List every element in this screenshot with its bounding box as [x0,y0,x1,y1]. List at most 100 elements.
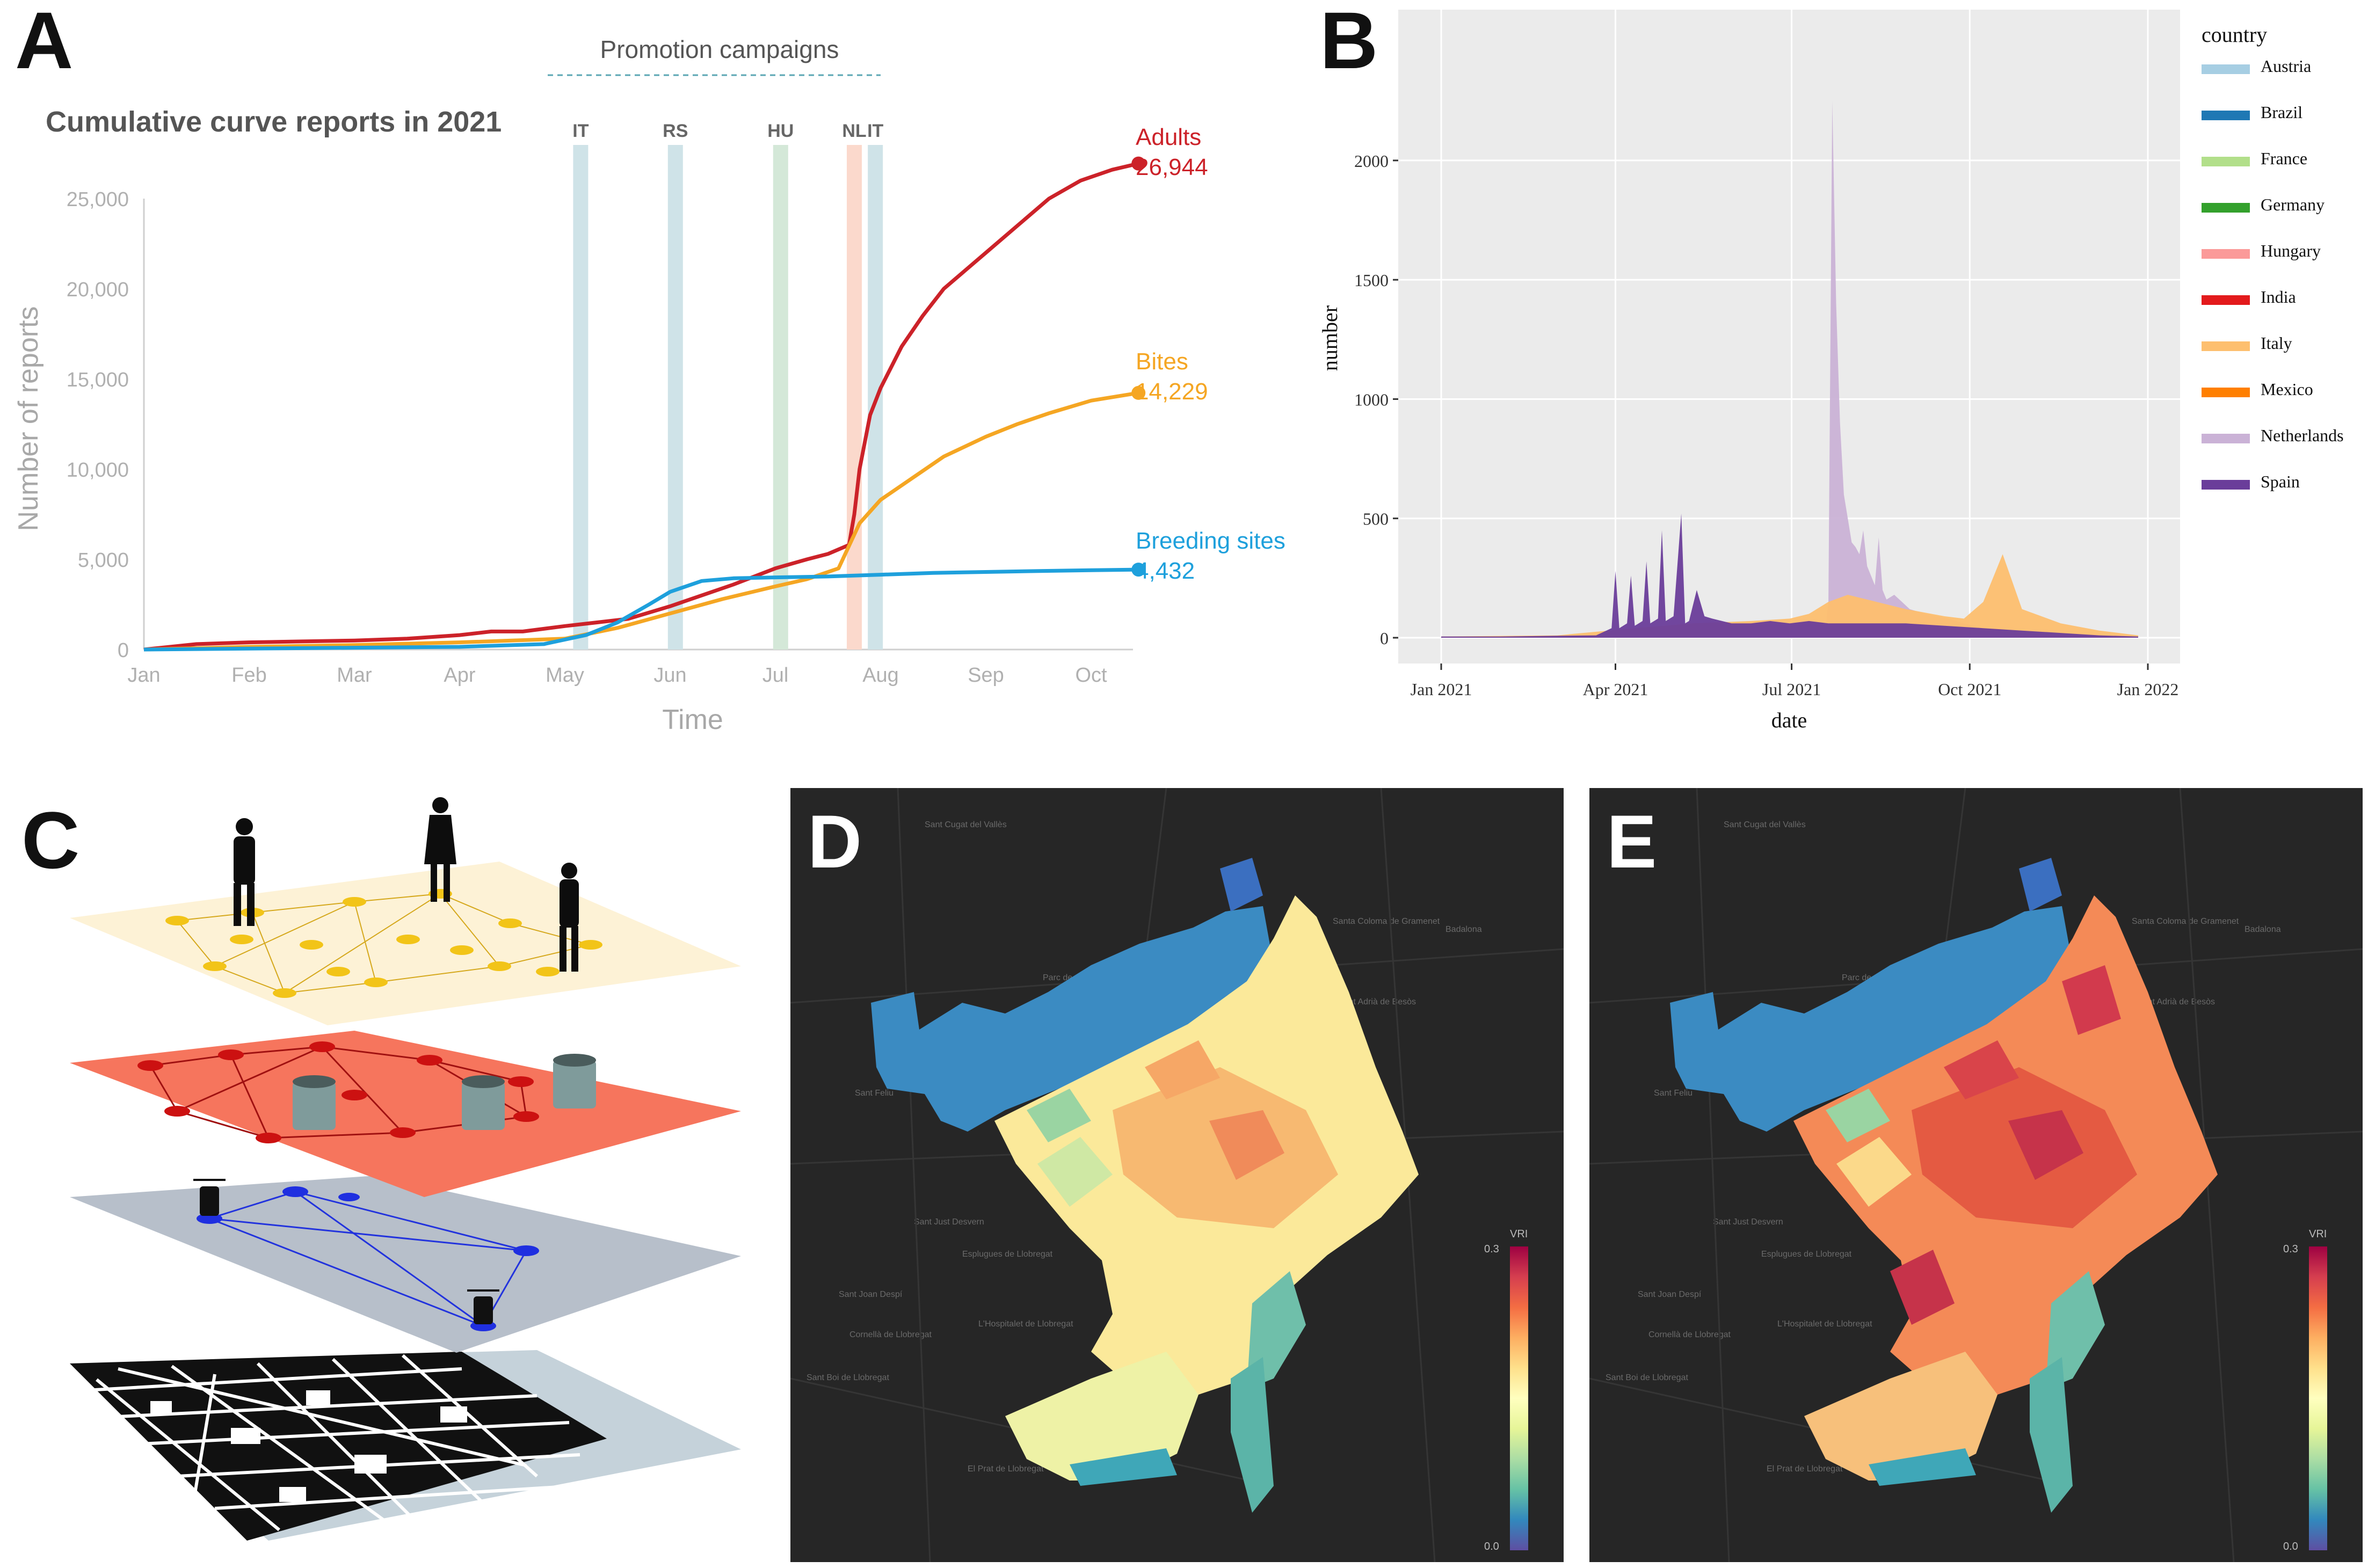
y-tick-label: 2000 [1354,151,1389,171]
series-label-adults: Adults [1136,124,1201,150]
campaign-band-rs [667,145,683,650]
map-place-label: El Prat de Llobregat [968,1464,1044,1474]
y-tick-label: 25,000 [67,188,129,211]
chart-a-campaigns-title: Promotion campaigns [600,35,839,63]
map-e-shape [1589,788,2363,1562]
campaign-label: IT [867,121,883,141]
map-place-label: Sant Cugat del Vallès [1724,820,1806,829]
legend-swatch-india [2202,295,2250,305]
person-silhouettes [234,797,579,972]
chart-b-x-label: date [1771,708,1807,732]
x-tick-label: Apr 2021 [1583,680,1648,699]
legend-label-brazil: Brazil [2261,103,2302,122]
map-place-label: Sant Joan Despí [839,1290,903,1299]
map-place-label: Sant Joan Despí [1638,1290,1702,1299]
chart-a-x-label: Time [662,704,723,735]
colorbar-gradient-e [2309,1246,2327,1550]
map-place-label: Cornellà de Llobregat [1648,1330,1731,1339]
map-place-label: Sant Boi de Llobregat [1606,1373,1688,1382]
colorbar-legend-e: VRI 0.3 0.0 [2283,1228,2357,1552]
map-place-label: Sant Feliu [1654,1089,1693,1098]
x-tick-label: Apr [444,664,475,687]
campaign-label: HU [767,121,794,141]
legend-label-spain: Spain [2261,472,2300,491]
map-place-label: L'Hospitalet de Llobregat [978,1319,1073,1329]
legend-swatch-spain [2202,480,2250,490]
series-value-adults: 26,944 [1136,154,1208,180]
map-panel-e: E Sant Cugat del Vallès Parc de Collsero… [1589,788,2363,1562]
series-endpoint-bites [1131,385,1146,400]
map-place-label: Badalona [2244,925,2281,934]
x-tick-label: Jan 2021 [1411,680,1472,699]
map-place-label: L'Hospitalet de Llobregat [1777,1319,1872,1329]
panel-label-c: C [21,795,80,885]
panel-label-d: D [808,799,862,884]
y-tick-label: 1000 [1354,390,1389,409]
map-place-label: Sant Just Desvern [914,1217,984,1227]
layer-traps [70,1176,741,1353]
legend-label-hungary: Hungary [2261,241,2321,260]
series-line-adults [143,162,1139,652]
legend-label-india: India [2261,287,2296,307]
colorbar-max-label-d: 0.3 [1484,1243,1499,1255]
chart-b-area-by-country: 0 500 1000 1500 2000 Jan 2021 Apr 2021 Jul 202… [1318,10,2344,732]
y-tick-label: 1500 [1354,271,1389,290]
series-value-bites: 14,229 [1136,378,1208,405]
legend-label-austria: Austria [2261,56,2311,76]
x-tick-label: May [546,664,584,687]
y-tick-label: 500 [1363,509,1389,529]
campaign-band-hu [773,145,788,650]
series-line-bites [143,391,1139,652]
campaign-label: RS [663,121,688,141]
layer-breeding-sites [70,1031,741,1197]
colorbar-max-label-e: 0.3 [2283,1243,2298,1255]
legend-label-france: France [2261,149,2307,168]
series-endpoint-breeding-sites [1131,563,1146,577]
map-place-label: Sant Boi de Llobregat [807,1373,889,1382]
chart-b-y-label: number [1318,305,1342,371]
map-place-label: Santa Coloma de Gramenet [1333,917,1440,926]
colorbar-gradient-d [1510,1246,1528,1550]
campaign-label: IT [572,121,589,141]
map-place-label: Cornellà de Llobregat [849,1330,932,1339]
legend-swatch-netherlands [2202,434,2250,443]
x-tick-label: Jul 2021 [1762,680,1821,699]
map-place-label: Sant Cugat del Vallès [925,820,1007,829]
chart-b-legend-title: country [2202,23,2267,47]
campaign-band-it [573,145,589,650]
series-label-bites: Bites [1136,348,1188,375]
colorbar-min-label-d: 0.0 [1484,1541,1499,1552]
y-tick-label: 20,000 [67,279,129,301]
campaign-label: NL [842,121,866,141]
map-place-label: Santa Coloma de Gramenet [2132,917,2239,926]
chart-a-cumulative-curve: 0 5,000 10,000 15,000 20,000 25,000 Jan Feb Mar… [13,35,1285,735]
series-endpoint-adults [1131,156,1146,171]
panel-label-e: E [1607,799,1657,884]
map-place-label: Sant Just Desvern [1713,1217,1783,1227]
legend-label-mexico: Mexico [2261,380,2313,399]
legend-label-netherlands: Netherlands [2261,426,2344,445]
map-d-shape [790,788,1564,1562]
map-place-label: Sant Feliu [855,1089,894,1098]
series-value-breeding-sites: 4,432 [1136,558,1195,584]
x-tick-label: Aug [862,664,899,687]
y-tick-label: 0 [118,639,129,662]
legend-swatch-hungary [2202,249,2250,259]
area-spain [1441,513,2138,638]
layer-citizens [70,797,741,1025]
x-tick-label: Jun [653,664,686,687]
map-place-label: Badalona [1446,925,1482,934]
y-tick-label: 15,000 [67,369,129,391]
bucket-icons [293,1054,596,1130]
x-tick-label: Oct [1075,664,1107,687]
panel-label-a: A [15,0,74,85]
legend-swatch-mexico [2202,388,2250,397]
chart-b-plot-background [1398,10,2180,663]
legend-swatch-italy [2202,341,2250,351]
chart-a-title: Cumulative curve reports in 2021 [46,106,502,138]
x-tick-label: Oct 2021 [1938,680,2001,699]
map-place-label: Esplugues de Llobregat [1761,1250,1852,1259]
area-italy [1441,554,2138,638]
legend-swatch-germany [2202,203,2250,213]
colorbar-title-d: VRI [1510,1228,1528,1240]
